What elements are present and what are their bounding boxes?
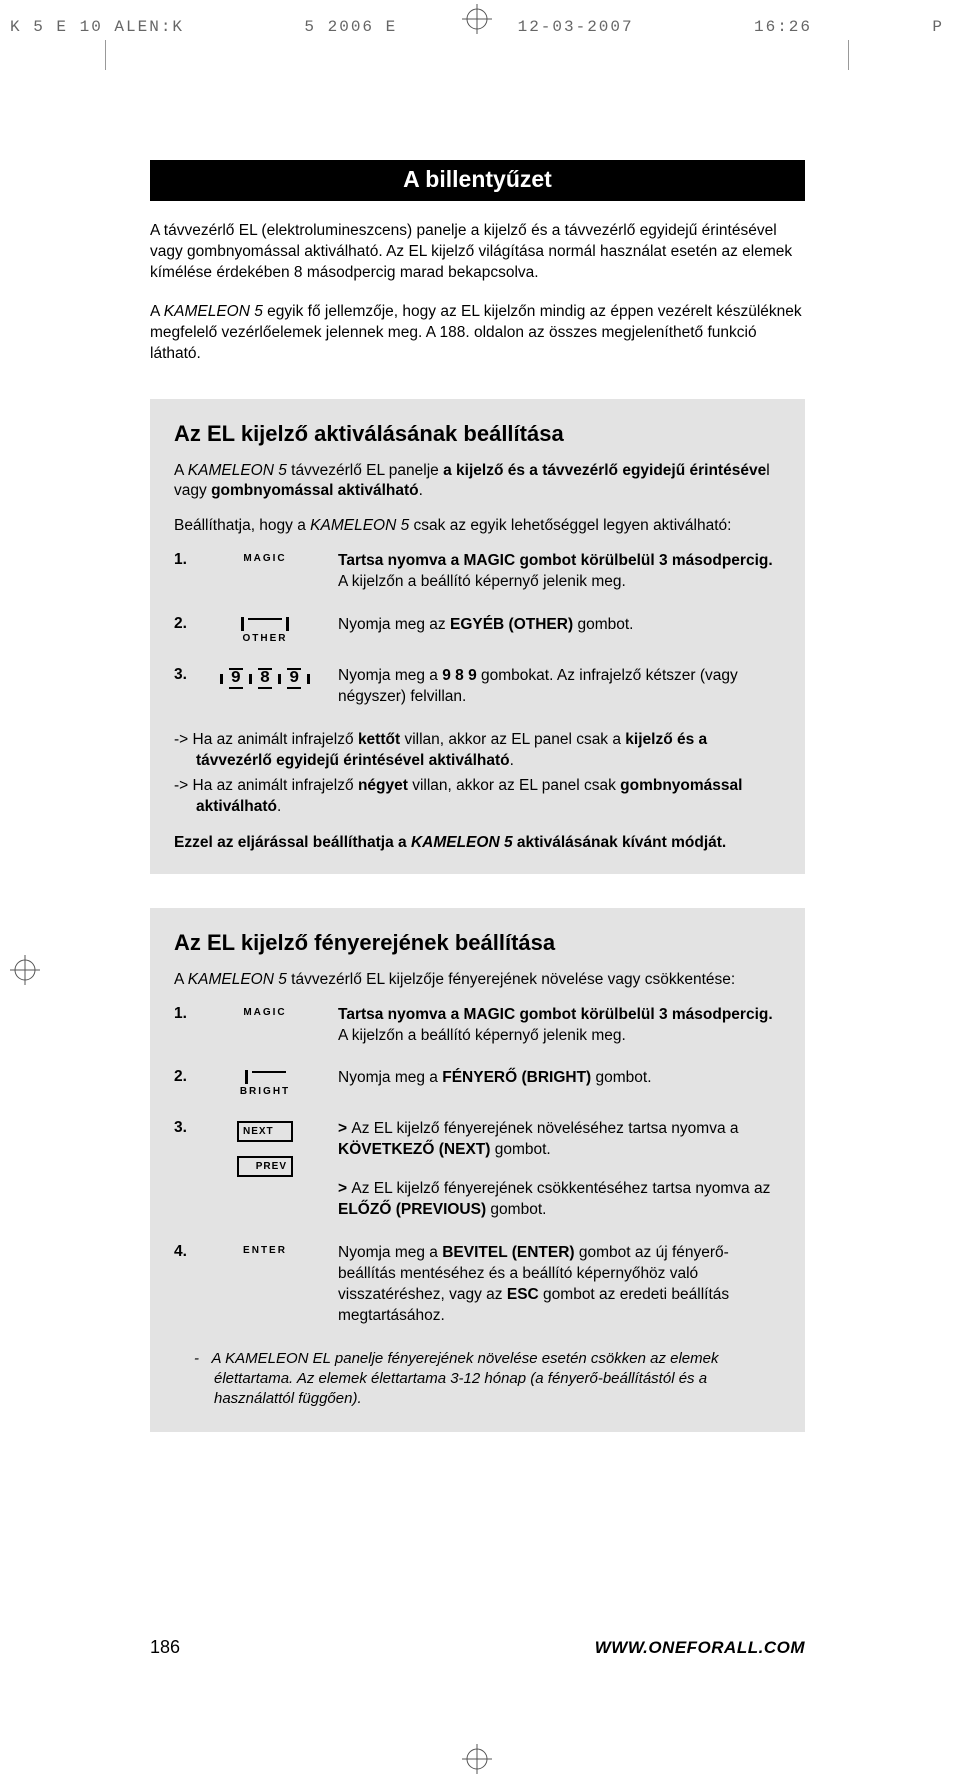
step-row: 3. 9 8 9 Nyomja meg a 9 8 9 gombokat. Az… bbox=[174, 666, 781, 708]
magic-button-icon: MAGIC bbox=[210, 1005, 320, 1018]
print-header-time: 16:26 bbox=[754, 18, 812, 36]
result-note: -> Ha az animált infrajelző négyet villa… bbox=[174, 776, 781, 818]
step-text: Nyomja meg az EGYÉB (OTHER) gombot. bbox=[338, 615, 781, 636]
step-number: 2. bbox=[174, 615, 192, 633]
result-note: -> Ha az animált infrajelző kettőt villa… bbox=[174, 730, 781, 772]
print-header-page: P bbox=[932, 18, 944, 36]
step-text: Tartsa nyomva a MAGIC gombot körülbelül … bbox=[338, 551, 781, 593]
bright-button-icon: BRIGHT bbox=[210, 1068, 320, 1097]
footer-url: WWW.ONEFORALL.COM bbox=[595, 1638, 805, 1658]
print-header-date: 12-03-2007 bbox=[518, 18, 634, 36]
step-text: Nyomja meg a BEVITEL (ENTER) gombot az ú… bbox=[338, 1243, 781, 1327]
step-text: Nyomja meg a 9 8 9 gombokat. Az infrajel… bbox=[338, 666, 781, 708]
next-prev-buttons-icon: NEXT PREV bbox=[210, 1119, 320, 1177]
intro-text: A távvezérlő EL (elektrolumineszcens) pa… bbox=[150, 221, 805, 365]
registration-mark-icon bbox=[10, 955, 40, 985]
intro-paragraph: A KAMELEON 5 egyik fő jellemzője, hogy a… bbox=[150, 302, 805, 365]
step-text: Nyomja meg a FÉNYERŐ (BRIGHT) gombot. bbox=[338, 1068, 781, 1089]
step-row: 2. BRIGHT Nyomja meg a FÉNYERŐ (BRIGHT) … bbox=[174, 1068, 781, 1097]
step-row: 3. NEXT PREV > Az EL kijelző fényerejéne… bbox=[174, 1119, 781, 1221]
battery-footnote: - A KAMELEON EL panelje fényerejének növ… bbox=[174, 1349, 781, 1410]
step-text: Tartsa nyomva a MAGIC gombot körülbelül … bbox=[338, 1005, 781, 1047]
step-row: 2. OTHER Nyomja meg az EGYÉB (OTHER) gom… bbox=[174, 615, 781, 644]
box-lead: A KAMELEON 5 távvezérlő EL kijelzője fén… bbox=[174, 970, 781, 991]
step-row: 1. MAGIC Tartsa nyomva a MAGIC gombot kö… bbox=[174, 1005, 781, 1047]
registration-mark-icon bbox=[462, 4, 492, 34]
intro-paragraph: A távvezérlő EL (elektrolumineszcens) pa… bbox=[150, 221, 805, 284]
trim-mark bbox=[105, 40, 106, 70]
prev-button-icon: PREV bbox=[237, 1156, 293, 1177]
step-row: 4. ENTER Nyomja meg a BEVITEL (ENTER) go… bbox=[174, 1243, 781, 1327]
step-number: 3. bbox=[174, 666, 192, 684]
enter-button-icon: ENTER bbox=[210, 1243, 320, 1256]
print-header-mid: 5 2006 E bbox=[304, 18, 397, 36]
step-number: 1. bbox=[174, 1005, 192, 1023]
brightness-setting-box: Az EL kijelző fényerejének beállítása A … bbox=[150, 908, 805, 1432]
box-heading: Az EL kijelző aktiválásának beállítása bbox=[174, 421, 781, 447]
other-button-icon: OTHER bbox=[210, 615, 320, 644]
box-heading: Az EL kijelző fényerejének beállítása bbox=[174, 930, 781, 956]
box-lead: A KAMELEON 5 távvezérlő EL panelje a kij… bbox=[174, 461, 781, 503]
step-number: 3. bbox=[174, 1119, 192, 1137]
step-number: 2. bbox=[174, 1068, 192, 1086]
print-header-left: K 5 E 10 ALEN:K bbox=[10, 18, 184, 36]
closing-line: Ezzel az eljárással beállíthatja a KAMEL… bbox=[174, 834, 781, 852]
page-content: A billentyűzet A távvezérlő EL (elektrol… bbox=[150, 160, 805, 1432]
activation-setting-box: Az EL kijelző aktiválásának beállítása A… bbox=[150, 399, 805, 874]
registration-mark-icon bbox=[462, 1744, 492, 1774]
digit-keys-icon: 9 8 9 bbox=[210, 666, 320, 689]
step-text: > Az EL kijelző fényerejének növeléséhez… bbox=[338, 1119, 781, 1221]
next-button-icon: NEXT bbox=[237, 1121, 293, 1142]
step-number: 4. bbox=[174, 1243, 192, 1261]
magic-button-icon: MAGIC bbox=[210, 551, 320, 564]
step-number: 1. bbox=[174, 551, 192, 569]
section-title: A billentyűzet bbox=[150, 160, 805, 201]
step-row: 1. MAGIC Tartsa nyomva a MAGIC gombot kö… bbox=[174, 551, 781, 593]
page-number: 186 bbox=[150, 1637, 180, 1658]
trim-mark bbox=[848, 40, 849, 70]
box-sublead: Beállíthatja, hogy a KAMELEON 5 csak az … bbox=[174, 516, 781, 537]
page-footer: 186 WWW.ONEFORALL.COM bbox=[150, 1637, 805, 1658]
